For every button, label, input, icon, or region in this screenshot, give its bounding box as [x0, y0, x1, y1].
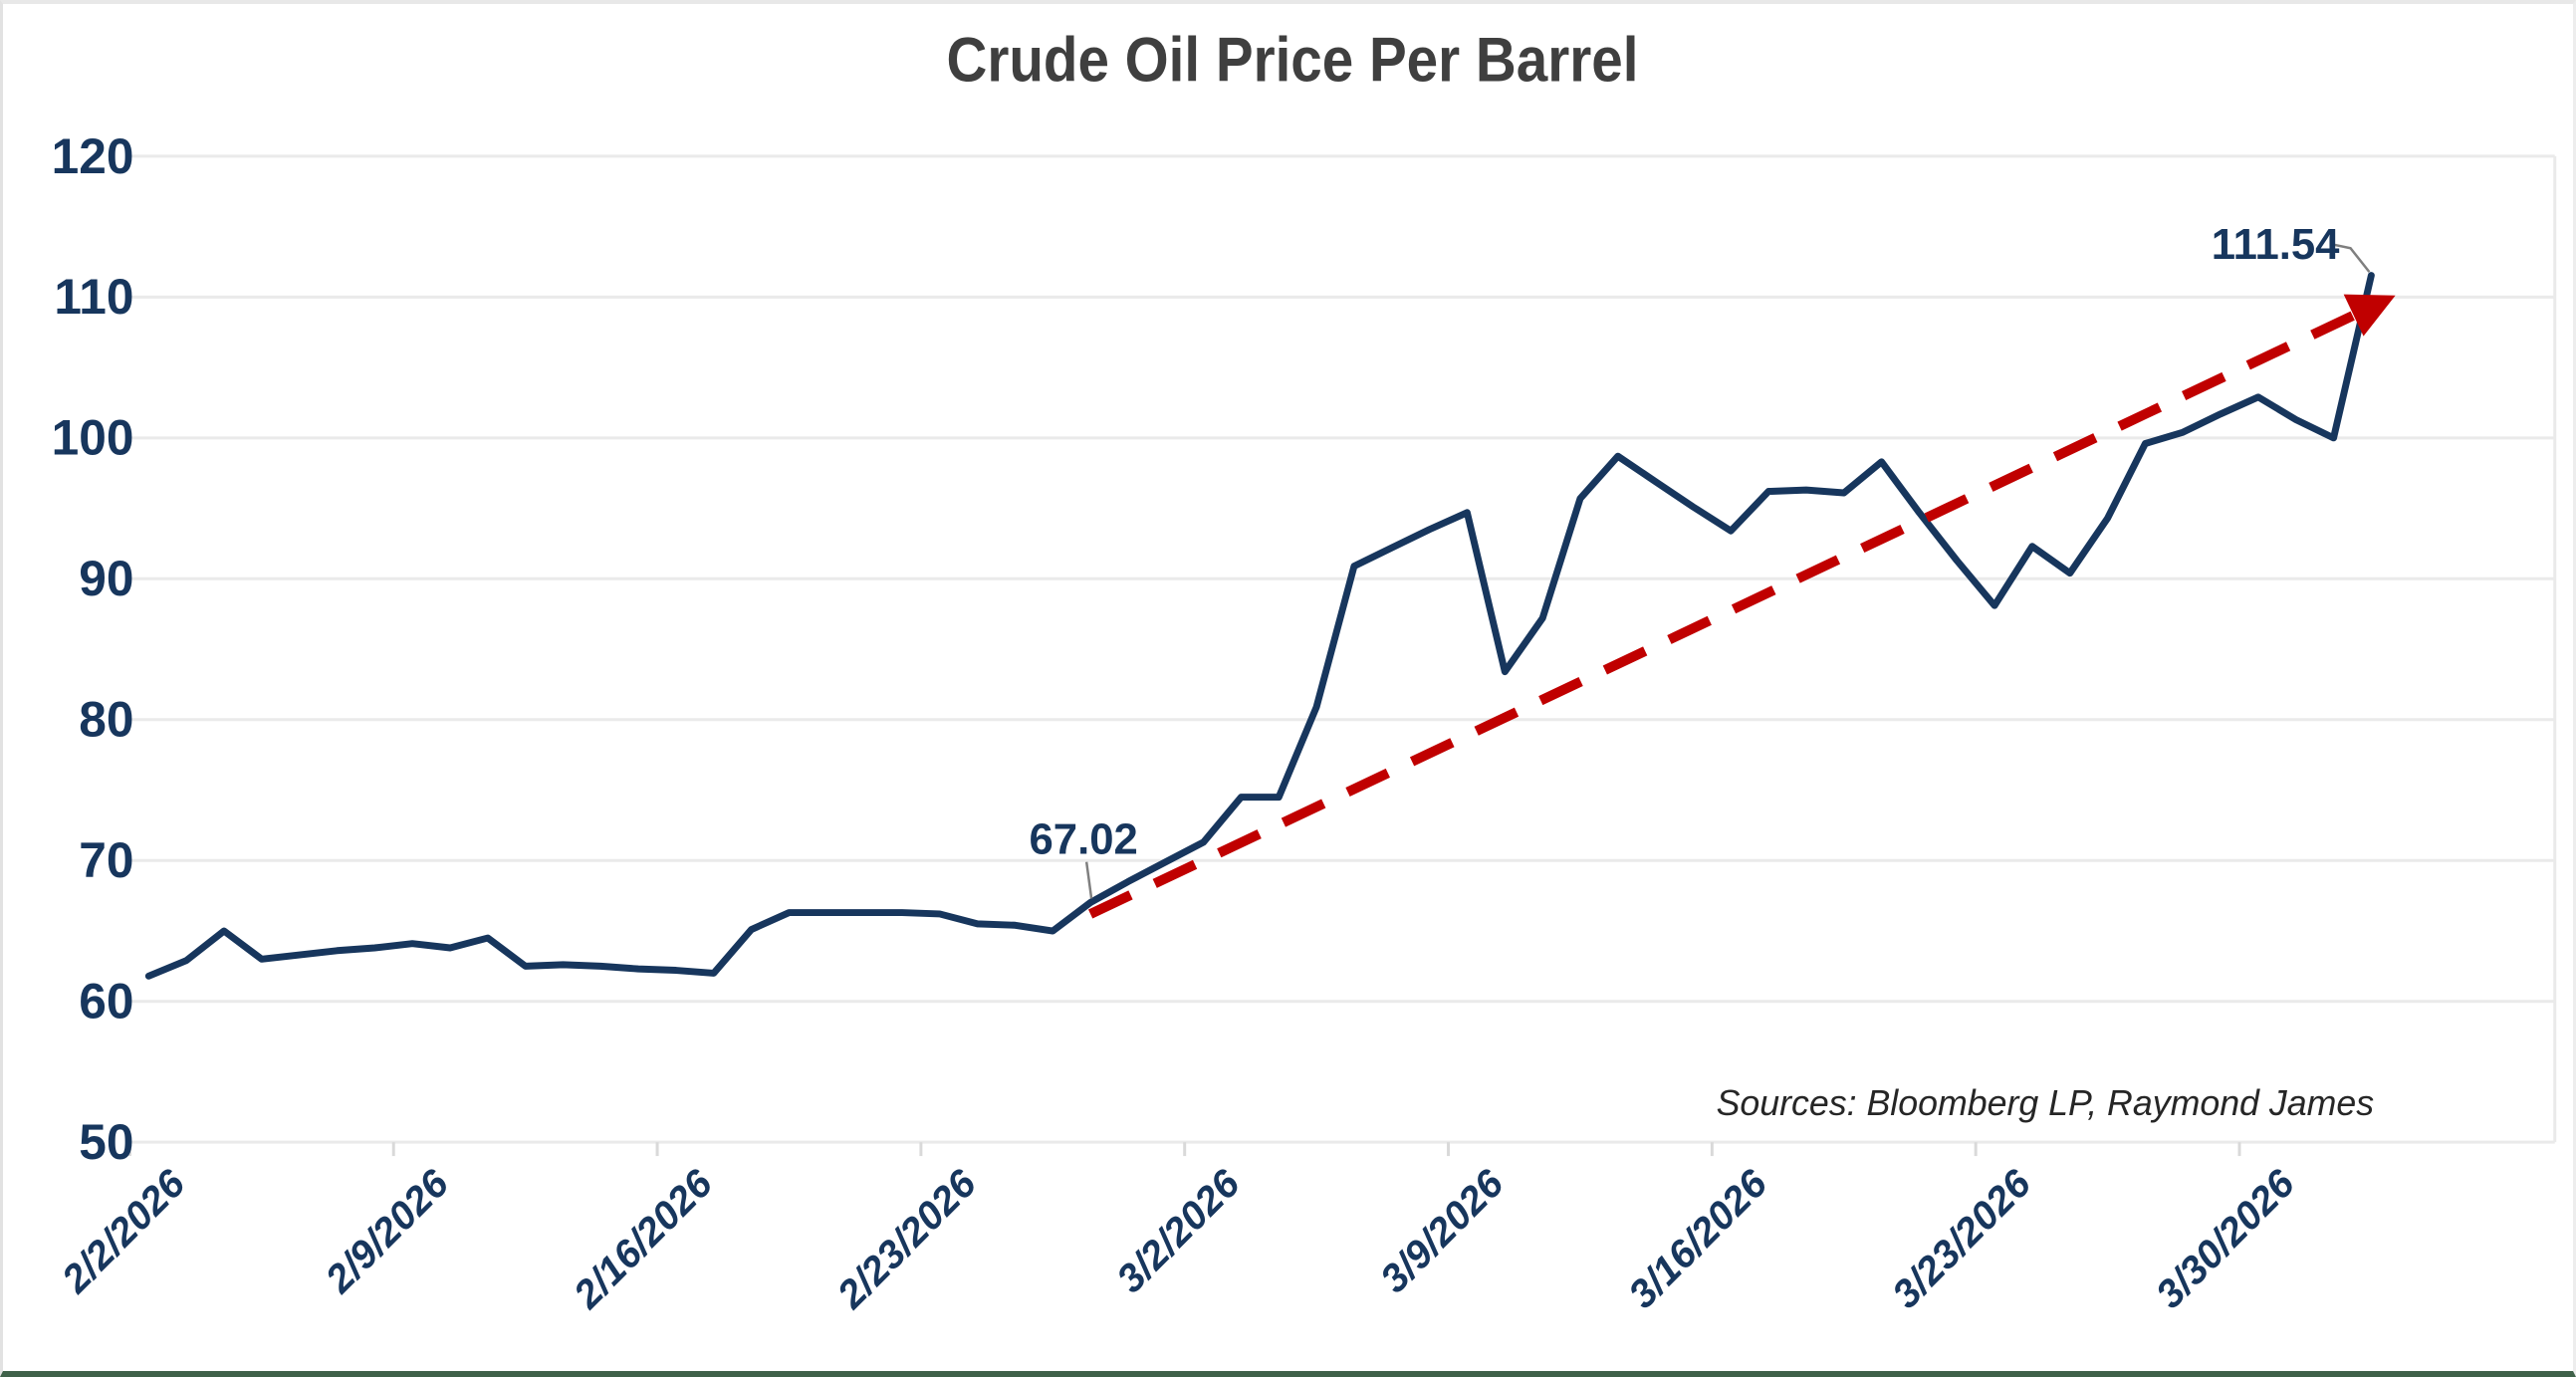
- data-label: 111.54: [2212, 220, 2340, 269]
- data-label-annotations: 67.02 111.54: [1030, 220, 2371, 899]
- x-axis-label: 2/16/2026: [565, 1161, 721, 1317]
- x-axis-label: 3/2/2026: [1108, 1161, 1249, 1301]
- chart-title: Crude Oil Price Per Barrel: [946, 24, 1638, 95]
- x-axis-labels: 2/2/2026 2/9/2026 2/16/2026 2/23/2026 3/2/20…: [53, 1161, 2303, 1317]
- y-axis-label: 60: [79, 974, 133, 1030]
- y-axis-label: 120: [52, 128, 134, 184]
- trend-line: [1087, 294, 2396, 919]
- source-note: Sources: Bloomberg LP, Raymond James: [1717, 1083, 2375, 1123]
- x-axis-label: 3/23/2026: [1884, 1161, 2040, 1317]
- data-label: 67.02: [1030, 815, 1138, 864]
- callout-line: [1084, 861, 1093, 899]
- y-axis-label: 90: [79, 551, 133, 606]
- crude-oil-line-chart: 120 110 100 90 80 70 60 50 2/2/2026 2/9/2026 2/16…: [52, 24, 2557, 1317]
- gridlines: [125, 154, 2557, 1144]
- x-axis-ticks: [127, 1142, 2241, 1157]
- x-axis-label: 2/2/2026: [53, 1161, 194, 1302]
- callout-line: [2331, 243, 2371, 273]
- x-axis-label: 3/9/2026: [1372, 1161, 1513, 1301]
- x-axis-label: 2/23/2026: [828, 1161, 985, 1317]
- x-axis-label: 2/9/2026: [317, 1161, 458, 1302]
- x-axis-label: 3/16/2026: [1620, 1161, 1776, 1317]
- y-axis-label: 110: [54, 269, 133, 325]
- y-axis-label: 80: [79, 692, 133, 748]
- x-axis-label: 3/30/2026: [2148, 1161, 2304, 1317]
- y-axis-label: 70: [79, 832, 133, 888]
- y-axis-label: 50: [79, 1114, 133, 1170]
- price-line-series: [144, 272, 2375, 980]
- y-axis-labels: 120 110 100 90 80 70 60 50: [52, 128, 134, 1170]
- y-axis-label: 100: [52, 410, 134, 466]
